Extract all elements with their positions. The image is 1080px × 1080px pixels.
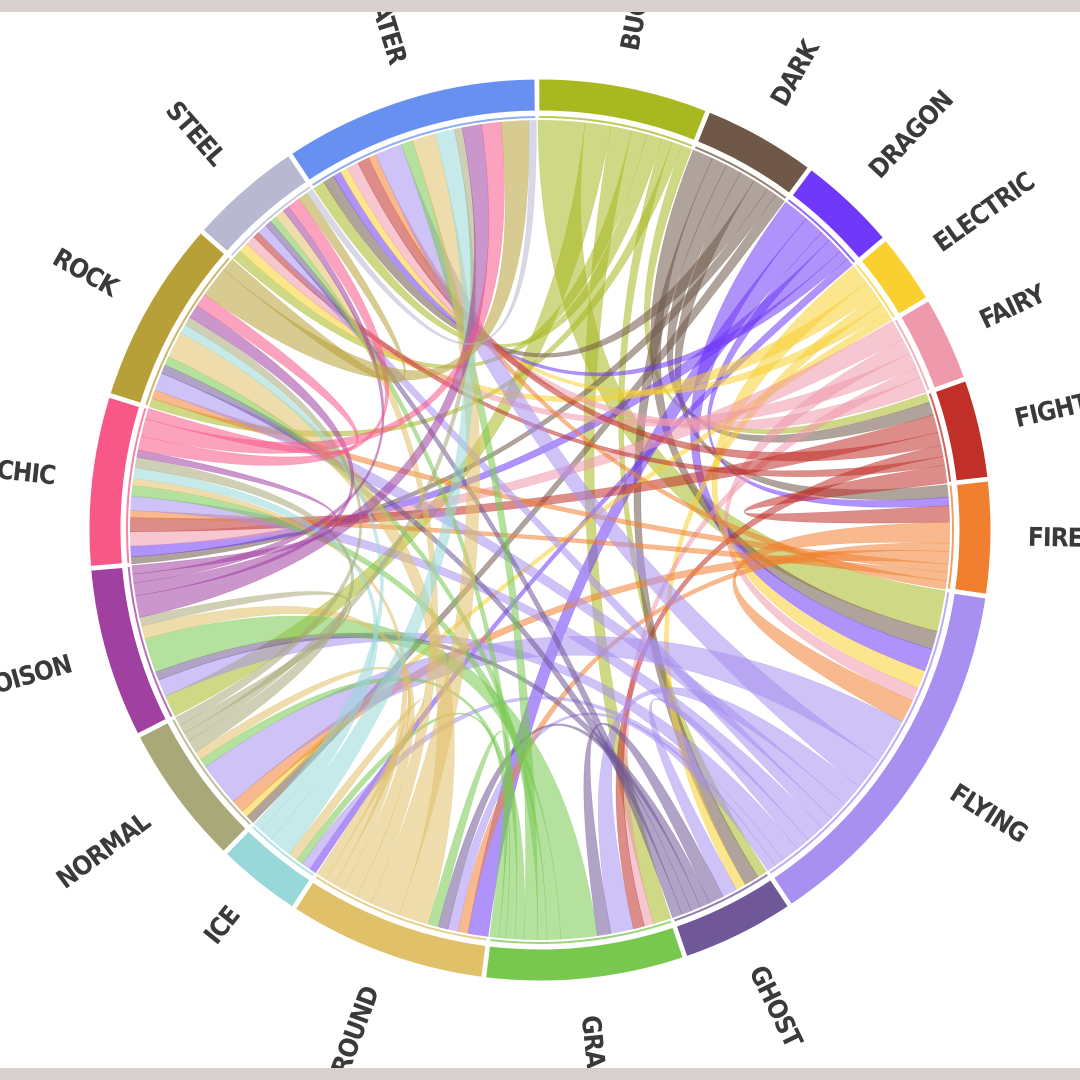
arc-inner-rock [142, 254, 233, 408]
label-ice: ICE [199, 901, 247, 950]
ribbon-layer [128, 118, 952, 942]
arc-dragon [788, 166, 887, 262]
label-poison: POISON [0, 650, 75, 705]
arc-ghost [673, 876, 792, 960]
arc-inner-dark [692, 143, 790, 202]
arc-normal [136, 719, 250, 855]
arc-inner-steel [228, 183, 313, 259]
arc-inner-poison [125, 564, 176, 720]
label-fighting: FIGHTING [1012, 378, 1080, 434]
label-ground: GROUND [320, 982, 386, 1068]
label-dark: DARK [765, 34, 826, 111]
arc-inner-flying [767, 589, 952, 877]
label-fire: FIRE [1028, 523, 1080, 554]
arc-inner-psychic [124, 405, 149, 566]
arc-fire [951, 478, 994, 598]
arc-ice [222, 827, 314, 911]
label-flying: FLYING [944, 778, 1032, 849]
arc-poison [88, 564, 170, 738]
arc-fairy [897, 297, 968, 392]
arc-inner-water [309, 114, 538, 189]
arc-psychic [86, 394, 143, 570]
arc-inner-fairy [892, 316, 933, 393]
arc-inner-dragon [785, 196, 858, 266]
label-bug: BUG [616, 12, 655, 53]
arc-ground [291, 878, 489, 981]
arc-inner-ghost [671, 871, 771, 924]
arc-inner-bug [536, 114, 695, 150]
arc-electric [857, 236, 930, 318]
label-grass: GRASS [575, 1014, 613, 1068]
arc-steel [199, 152, 310, 255]
label-psychic: PSYCHIC [0, 450, 57, 491]
label-dragon: DRAGON [863, 85, 959, 184]
label-fairy: FAIRY [975, 279, 1051, 336]
arc-dark [694, 108, 812, 197]
label-ghost: GHOST [742, 961, 808, 1053]
arc-inner-grass [487, 918, 674, 946]
label-steel: STEEL [159, 96, 231, 173]
arc-bug [536, 76, 710, 144]
label-normal: NORMAL [51, 806, 156, 895]
label-electric: ELECTRIC [928, 167, 1040, 259]
label-water: WATER [358, 12, 412, 69]
arc-inner-ice [249, 823, 317, 879]
arc-inner-fire [945, 482, 956, 592]
arc-fighting [932, 377, 991, 484]
arc-flying [770, 590, 989, 908]
arc-inner-ground [312, 873, 490, 943]
arc-water [288, 76, 538, 184]
chart-canvas: BUG DARK DRAGON ELECTRIC FAIRY FIGHTING FIRE FL… [0, 12, 1080, 1068]
arc-inner-normal [169, 716, 254, 828]
arc-layer [86, 76, 994, 984]
arc-grass [482, 924, 687, 984]
arc-inner-electric [853, 261, 898, 321]
label-rock: ROCK [47, 243, 124, 304]
arc-inner-fighting [926, 390, 954, 484]
arc-rock [106, 229, 229, 407]
